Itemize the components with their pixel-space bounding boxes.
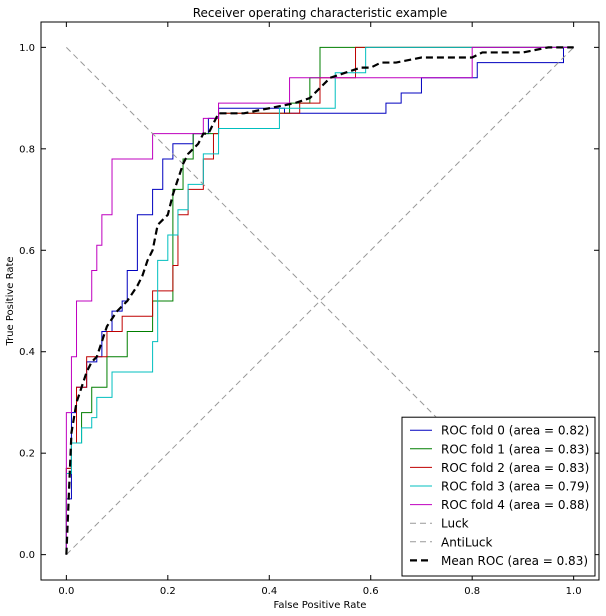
plot-area xyxy=(65,46,574,555)
y-tick-label: 0.4 xyxy=(19,347,35,358)
x-tick-label: 0.0 xyxy=(58,586,74,597)
y-tick-label: 0.8 xyxy=(19,144,35,155)
legend-label-antiluck: AntiLuck xyxy=(441,535,493,549)
x-tick-label: 0.2 xyxy=(160,586,176,597)
legend-box xyxy=(401,416,596,577)
series-line-roc-fold-4-area-0-88 xyxy=(65,46,574,555)
x-axis-title: False Positive Rate xyxy=(274,600,367,611)
series-line-mean-roc-area-0-83 xyxy=(65,46,574,555)
y-tick-label: 1.0 xyxy=(19,43,35,54)
series-line-roc-fold-0-area-0-82 xyxy=(65,46,574,555)
chart-title: Receiver operating characteristic exampl… xyxy=(193,6,448,20)
axes-frame xyxy=(40,21,600,581)
x-tick-label: 0.8 xyxy=(464,586,480,597)
legend-label-roc-fold-0-area-0-82: ROC fold 0 (area = 0.82) xyxy=(441,424,589,438)
legend: ROC fold 0 (area = 0.82) ROC fold 1 (area… xyxy=(401,416,596,577)
y-tick-label: 0.6 xyxy=(19,246,35,257)
x-tick-label: 0.6 xyxy=(363,586,379,597)
legend-label-luck: Luck xyxy=(441,517,469,531)
series-line-roc-fold-3-area-0-79 xyxy=(65,46,574,555)
y-axis-title: True Positive Rate xyxy=(5,256,16,346)
x-tick-label: 0.4 xyxy=(261,586,277,597)
legend-label-roc-fold-3-area-0-79: ROC fold 3 (area = 0.79) xyxy=(441,480,589,494)
series-line-roc-fold-2-area-0-83 xyxy=(65,46,574,555)
legend-label-roc-fold-4-area-0-88: ROC fold 4 (area = 0.88) xyxy=(441,498,589,512)
y-tick-label: 0.2 xyxy=(19,449,35,460)
legend-label-roc-fold-2-area-0-83: ROC fold 2 (area = 0.83) xyxy=(441,461,589,475)
legend-label-roc-fold-1-area-0-83: ROC fold 1 (area = 0.83) xyxy=(441,442,589,456)
legend-label-mean-roc-area-0-83: Mean ROC (area = 0.83) xyxy=(441,554,588,568)
x-tick-label: 1.0 xyxy=(566,586,582,597)
y-tick-label: 0.0 xyxy=(19,550,35,561)
